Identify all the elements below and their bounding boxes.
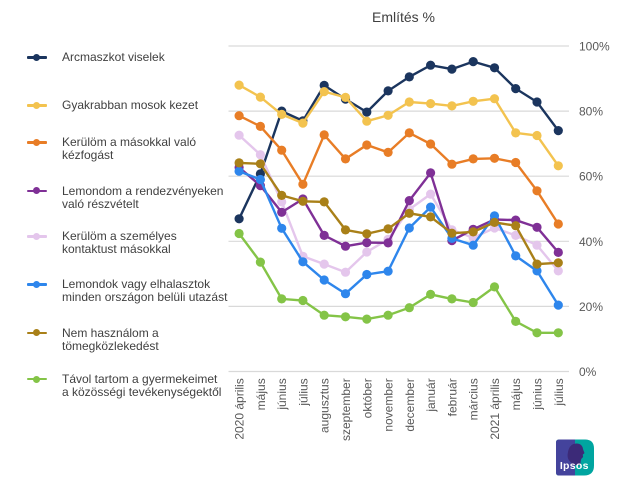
- svg-text:június: június: [275, 378, 289, 410]
- svg-text:január: január: [424, 378, 438, 412]
- svg-text:2021 április: 2021 április: [488, 378, 502, 439]
- svg-text:július: július: [296, 378, 310, 406]
- svg-text:Ipsos: Ipsos: [560, 460, 589, 472]
- svg-text:július: július: [552, 378, 566, 406]
- svg-text:december: december: [403, 378, 417, 431]
- svg-text:október: október: [360, 378, 374, 418]
- svg-text:május: május: [254, 378, 268, 410]
- svg-text:szeptember: szeptember: [339, 378, 353, 441]
- svg-text:20%: 20%: [579, 300, 603, 314]
- svg-text:0%: 0%: [579, 365, 597, 379]
- svg-text:80%: 80%: [579, 105, 603, 119]
- svg-text:2020 április: 2020 április: [233, 378, 247, 439]
- svg-text:60%: 60%: [579, 170, 603, 184]
- svg-text:március: március: [467, 378, 481, 420]
- svg-text:február: február: [445, 378, 459, 416]
- svg-text:augusztus: augusztus: [318, 378, 332, 433]
- svg-text:100%: 100%: [579, 40, 610, 54]
- svg-text:40%: 40%: [579, 235, 603, 249]
- svg-text:június: június: [531, 378, 545, 410]
- svg-text:november: november: [382, 378, 396, 431]
- svg-text:május: május: [509, 378, 523, 410]
